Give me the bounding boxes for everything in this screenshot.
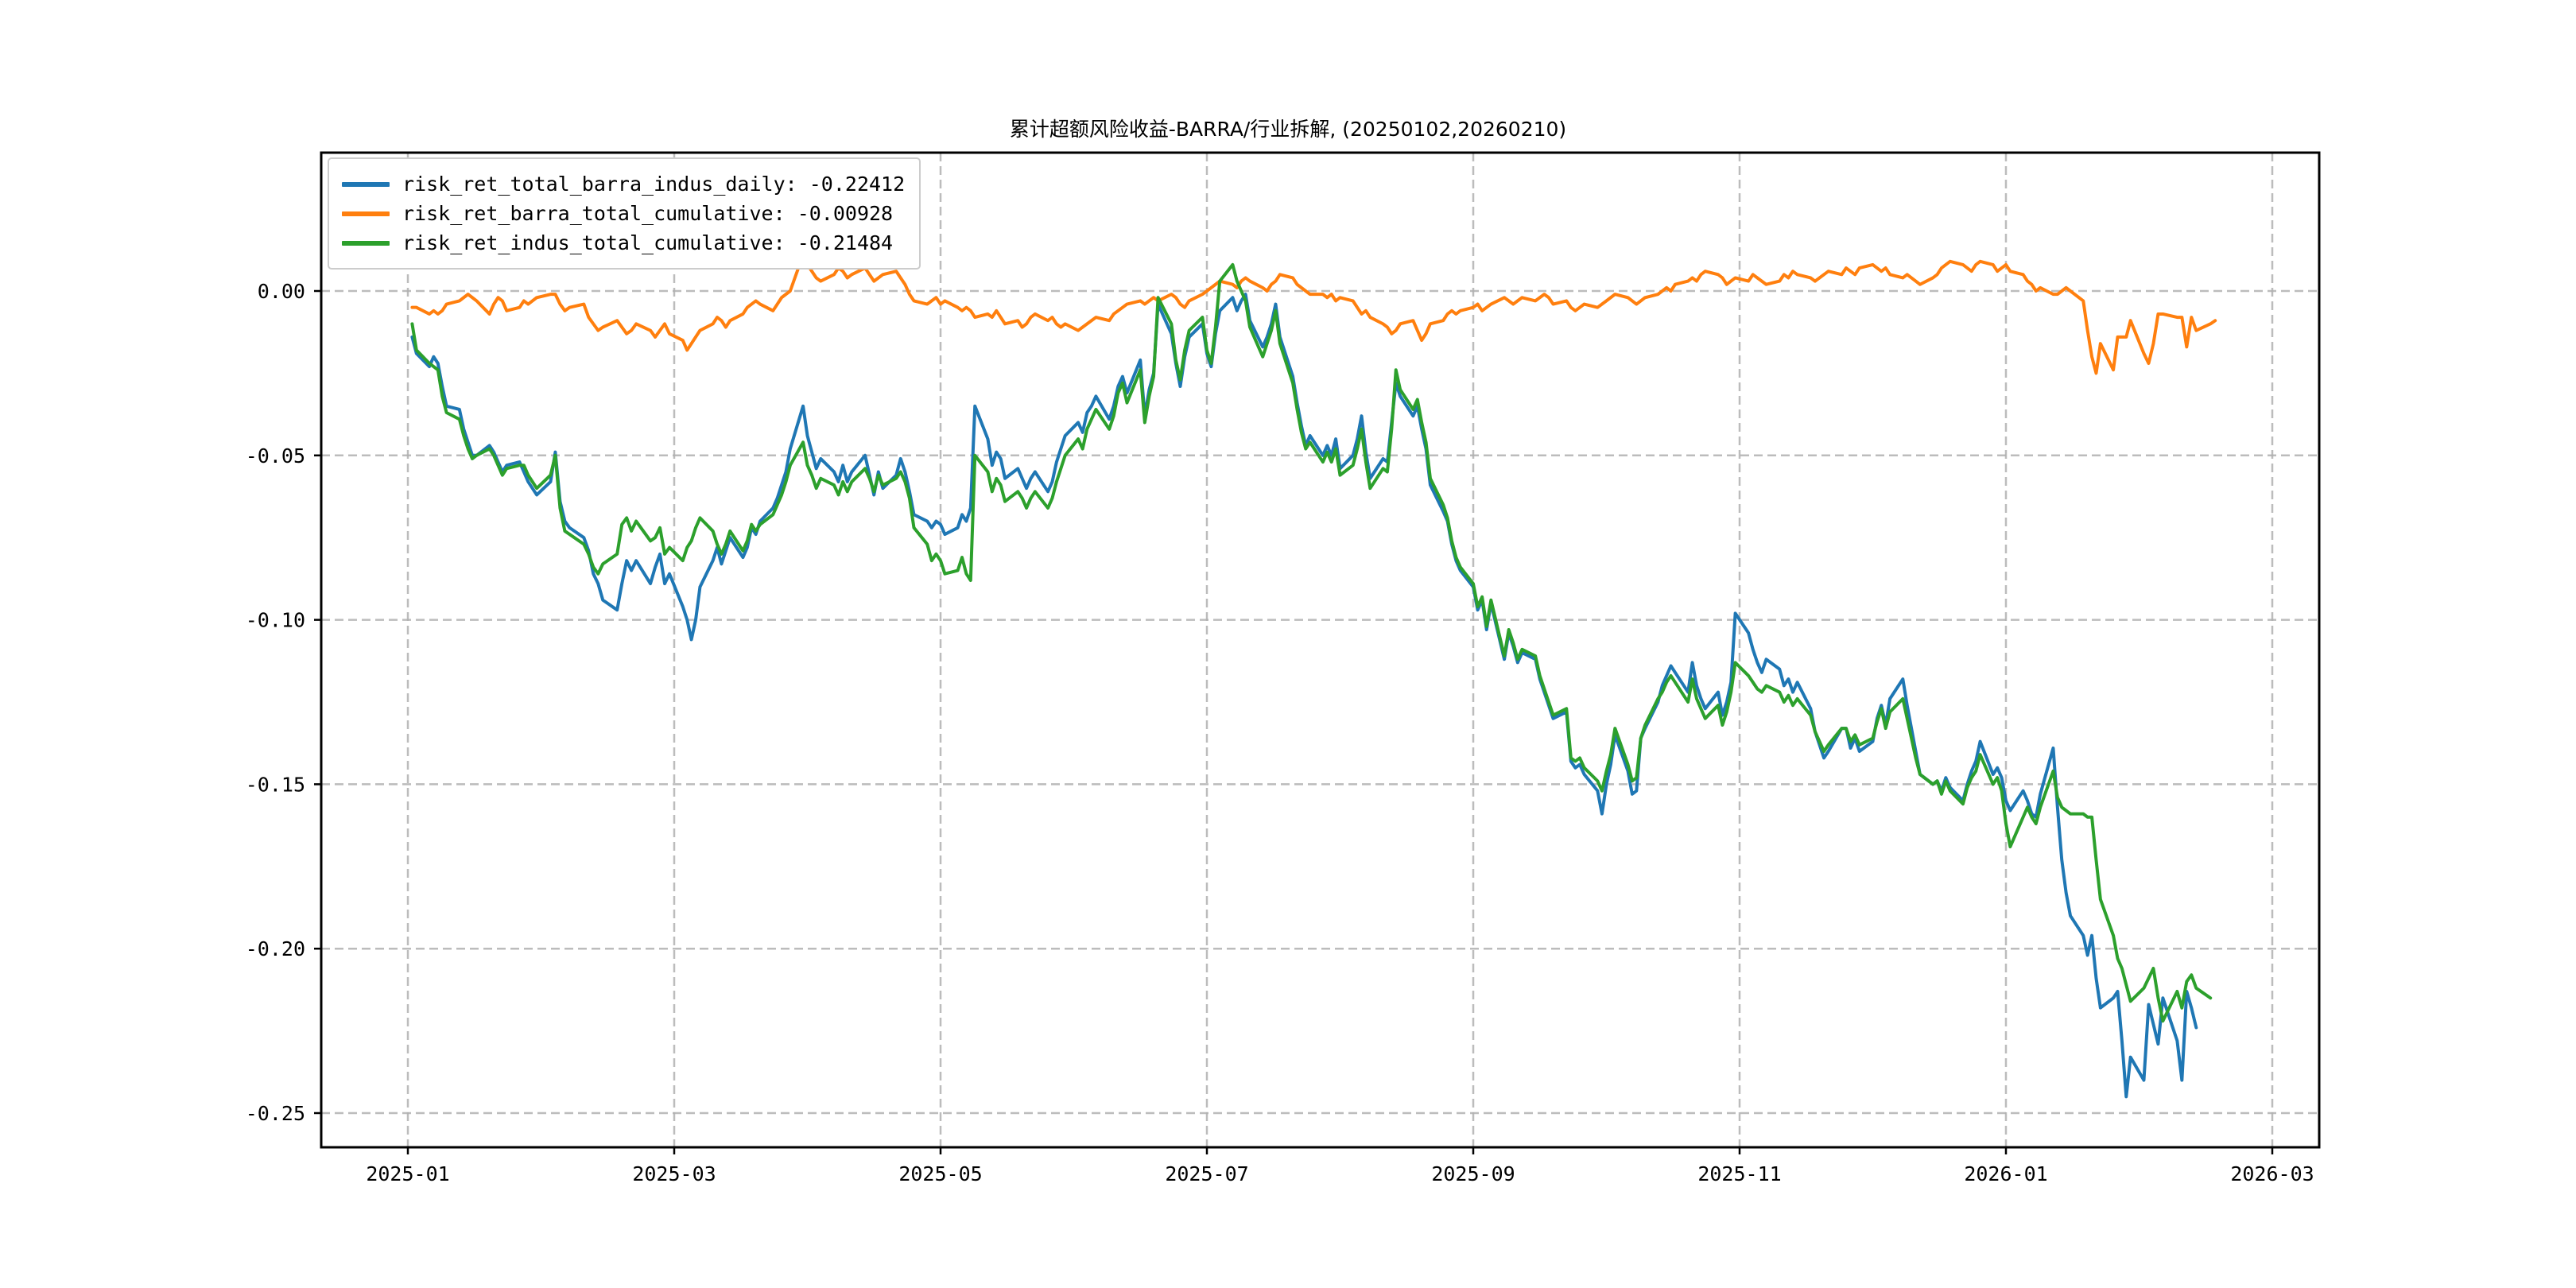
x-tick-label: 2025-11 (1697, 1162, 1781, 1185)
legend-swatch-orange (342, 211, 390, 216)
x-tick-label: 2025-01 (366, 1162, 449, 1185)
legend-item-green: risk_ret_indus_total_cumulative: -0.2148… (342, 228, 905, 258)
x-tick-label: 2025-07 (1165, 1162, 1248, 1185)
x-tick-label: 2026-03 (2230, 1162, 2314, 1185)
chart-title: 累计超额风险收益-BARRA/行业拆解, (20250102,20260210) (1009, 118, 1567, 141)
y-tick-label: -0.05 (246, 444, 305, 467)
y-tick-label: -0.25 (246, 1102, 305, 1125)
grid-lines (321, 153, 2319, 1147)
legend: risk_ret_total_barra_indus_daily: -0.224… (328, 157, 921, 270)
x-tick-label: 2025-09 (1431, 1162, 1515, 1185)
legend-label-blue: risk_ret_total_barra_indus_daily: -0.224… (402, 173, 906, 196)
series-line-risk_ret_indus_total_cumulative (410, 262, 2213, 1023)
x-tick-label: 2025-05 (898, 1162, 982, 1185)
legend-item-blue: risk_ret_total_barra_indus_daily: -0.224… (342, 169, 905, 199)
legend-swatch-green (342, 240, 390, 246)
y-tick-label: -0.10 (246, 609, 305, 632)
y-tick-label: 0.00 (258, 280, 305, 303)
axes-spines (320, 151, 2321, 1149)
axis-ticks (314, 289, 2274, 1154)
series-lines (410, 253, 2217, 1099)
x-tick-labels: 2025-01 2025-03 2025-05 2025-07 2025-09 2025-… (366, 1162, 2314, 1185)
x-tick-label: 2026-01 (1964, 1162, 2047, 1185)
x-tick-label: 2025-03 (632, 1162, 716, 1185)
series-line-risk_ret_barra_total_cumulative (410, 253, 2217, 375)
legend-label-orange: risk_ret_barra_total_cumulative: -0.0092… (402, 202, 894, 225)
y-tick-label: -0.15 (246, 773, 305, 796)
series-line-risk_ret_total_barra_indus_daily (410, 293, 2198, 1099)
legend-label-green: risk_ret_indus_total_cumulative: -0.2148… (402, 231, 894, 254)
legend-swatch-blue (342, 181, 390, 187)
y-tick-label: -0.20 (246, 937, 305, 960)
legend-item-orange: risk_ret_barra_total_cumulative: -0.0092… (342, 199, 905, 228)
y-tick-labels: 0.00 -0.05 -0.10 -0.15 -0.20 -0.25 (246, 280, 305, 1125)
